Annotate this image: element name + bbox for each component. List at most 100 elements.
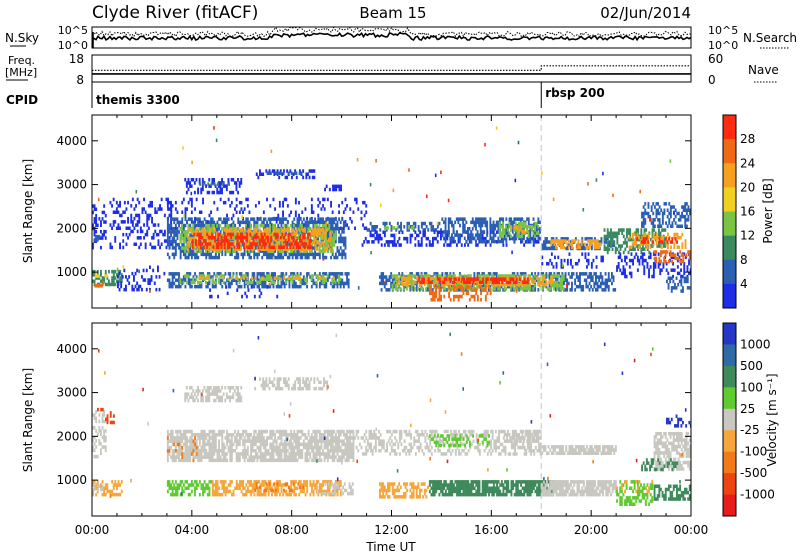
- heatmap-cell: [217, 232, 220, 237]
- heatmap-cell: [465, 291, 468, 296]
- heatmap-cell: [556, 283, 559, 288]
- heatmap-cell: [457, 240, 460, 244]
- heatmap-cell: [335, 187, 338, 192]
- heatmap-cell: [417, 287, 419, 291]
- heatmap-cell: [560, 265, 563, 269]
- heatmap-cell: [341, 239, 344, 244]
- heatmap-cell: [163, 239, 166, 243]
- heatmap-cell: [186, 236, 188, 241]
- heatmap-cell: [515, 233, 517, 237]
- heatmap-cell: [269, 217, 272, 221]
- heatmap-cell: [275, 246, 278, 250]
- heatmap-cell: [338, 210, 340, 214]
- heatmap-cell: [598, 284, 601, 289]
- heatmap-cell: [201, 274, 204, 278]
- heatmap-cell: [511, 230, 514, 234]
- heatmap-cell: [184, 278, 187, 282]
- heatmap-cell: [416, 233, 418, 238]
- heatmap-cell: [513, 236, 516, 241]
- heatmap-cell: [318, 243, 321, 247]
- heatmap-cell: [391, 278, 394, 282]
- heatmap-cell: [388, 278, 391, 282]
- heatmap-cell: [202, 223, 204, 228]
- heatmap-cell: [296, 274, 299, 278]
- heatmap-cell: [640, 231, 643, 235]
- heatmap-cell: [275, 216, 278, 221]
- heatmap-cell: [181, 233, 183, 238]
- heatmap-cell: [338, 187, 341, 192]
- heatmap-cell: [533, 283, 536, 288]
- heatmap-cell: [415, 280, 418, 285]
- heatmap-cell: [471, 233, 474, 237]
- heatmap-cell: [430, 280, 433, 285]
- heatmap-cell: [571, 281, 573, 286]
- heatmap-cell: [531, 272, 533, 276]
- heatmap-cell: [574, 278, 577, 282]
- noise-panel: N.Sky 10^5 10^0 10^5 10^0 N.Search: [5, 24, 797, 52]
- heatmap-cell: [371, 228, 374, 232]
- heatmap-cell: [174, 233, 177, 237]
- heatmap-cell: [510, 282, 512, 287]
- heatmap-cell: [230, 223, 233, 227]
- heatmap-cell: [354, 197, 356, 202]
- heatmap-cell: [198, 280, 201, 285]
- heatmap-cell: [555, 262, 558, 266]
- heatmap-cell: [315, 280, 318, 285]
- heatmap-cell: [535, 278, 538, 282]
- heatmap-cell: [202, 197, 204, 202]
- heatmap-cell: [325, 243, 327, 247]
- heatmap-cell: [324, 231, 327, 235]
- heatmap-cell: [564, 239, 567, 243]
- heatmap-cell: [104, 282, 107, 287]
- heatmap-cell: [459, 285, 462, 289]
- heatmap-cell: [538, 277, 541, 281]
- heatmap-cell: [567, 245, 570, 250]
- heatmap-cell: [93, 273, 96, 277]
- heatmap-cell: [178, 275, 180, 279]
- heatmap-cell: [476, 287, 479, 291]
- heatmap-cell: [209, 231, 212, 235]
- heatmap-cell: [447, 233, 450, 237]
- heatmap-cell: [195, 239, 197, 243]
- heatmap-cell: [128, 275, 131, 279]
- heatmap-cell: [632, 237, 635, 242]
- heatmap-cell: [635, 244, 638, 248]
- heatmap-cell: [115, 200, 118, 205]
- heatmap-cell: [327, 244, 330, 248]
- heatmap-cell: [407, 276, 410, 280]
- heatmap-cell: [544, 237, 547, 241]
- heatmap-cell: [323, 255, 326, 260]
- heatmap-cell: [136, 213, 139, 218]
- heatmap-cell: [298, 228, 301, 232]
- heatmap-cell: [101, 233, 104, 237]
- cpid-segment-rbsp: rbsp 200: [545, 86, 604, 100]
- heatmap-cell: [100, 273, 102, 277]
- heatmap-cell: [232, 278, 235, 282]
- heatmap-cell: [176, 230, 179, 234]
- heatmap-cell: [433, 277, 435, 281]
- heatmap-cell: [190, 278, 193, 282]
- heatmap-cell: [310, 197, 313, 202]
- heatmap-cell: [499, 239, 501, 244]
- heatmap-cell: [136, 229, 139, 234]
- heatmap-cell: [535, 223, 538, 228]
- heatmap-cell: [230, 249, 233, 253]
- heatmap-cell: [334, 252, 337, 257]
- heatmap-cell: [202, 272, 204, 276]
- heatmap-cell: [267, 223, 270, 228]
- heatmap-cell: [211, 255, 214, 260]
- heatmap-cell: [419, 230, 422, 234]
- heatmap-cell: [331, 272, 334, 276]
- heatmap-cell: [217, 294, 219, 299]
- heatmap-cell: [253, 284, 256, 289]
- heatmap-cell: [323, 246, 326, 250]
- heatmap-cell: [286, 220, 289, 225]
- heatmap-cell: [319, 244, 322, 248]
- heatmap-cell: [217, 280, 220, 285]
- heatmap-cell: [238, 245, 241, 249]
- heatmap-cell: [306, 272, 308, 276]
- heatmap-cell: [254, 235, 257, 240]
- heatmap-cell: [571, 284, 573, 289]
- heatmap-cell: [325, 227, 327, 231]
- heatmap-cell: [152, 223, 155, 227]
